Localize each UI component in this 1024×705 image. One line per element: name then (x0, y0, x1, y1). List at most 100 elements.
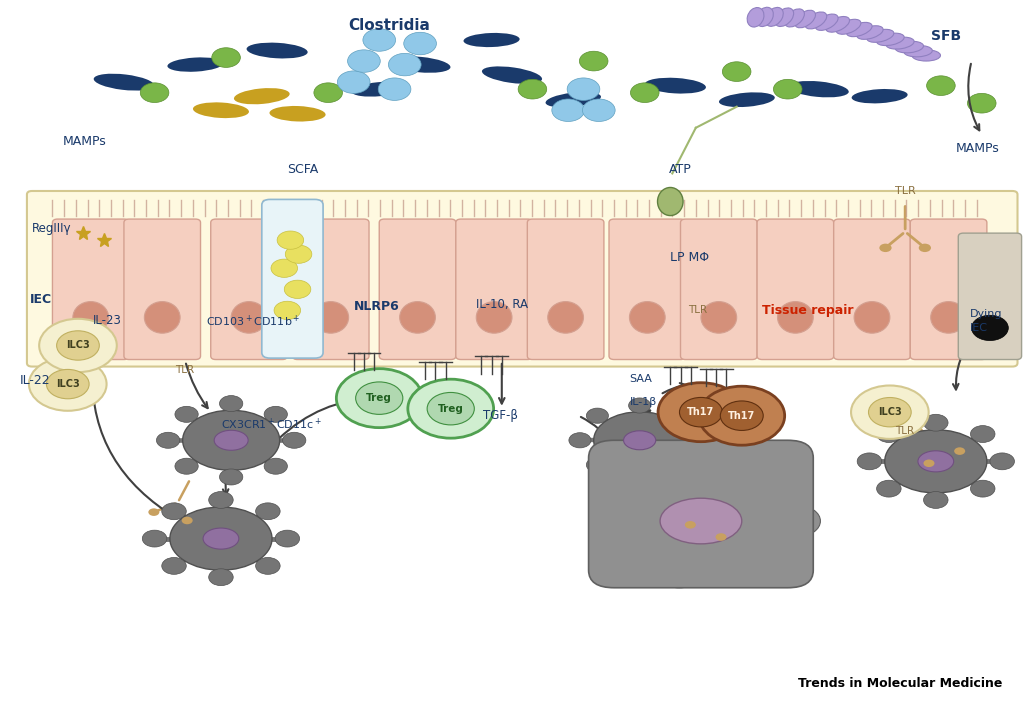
Circle shape (256, 503, 281, 520)
Circle shape (142, 530, 167, 547)
Circle shape (880, 244, 892, 252)
Ellipse shape (837, 19, 861, 35)
Circle shape (219, 396, 243, 412)
Text: Dying: Dying (970, 309, 1002, 319)
Circle shape (264, 458, 288, 474)
Ellipse shape (170, 507, 272, 570)
Ellipse shape (847, 23, 872, 37)
Ellipse shape (719, 92, 775, 107)
Text: TLR: TLR (688, 305, 707, 315)
Circle shape (924, 460, 935, 467)
Ellipse shape (825, 16, 850, 32)
Text: CD103$^+$CD11b$^+$: CD103$^+$CD11b$^+$ (206, 313, 300, 329)
Circle shape (256, 558, 281, 575)
Ellipse shape (464, 33, 519, 47)
Text: Treg: Treg (367, 393, 392, 403)
FancyBboxPatch shape (589, 441, 813, 588)
Circle shape (968, 93, 996, 113)
Circle shape (971, 480, 995, 497)
Circle shape (212, 48, 241, 68)
FancyBboxPatch shape (757, 219, 834, 360)
FancyBboxPatch shape (379, 219, 456, 360)
Circle shape (278, 231, 304, 250)
Circle shape (656, 557, 701, 588)
Ellipse shape (885, 430, 987, 493)
FancyBboxPatch shape (834, 219, 910, 360)
Circle shape (148, 508, 160, 516)
Circle shape (680, 398, 722, 427)
Text: IL-22: IL-22 (19, 374, 50, 387)
Circle shape (631, 83, 659, 102)
Circle shape (775, 505, 820, 537)
Circle shape (924, 415, 948, 431)
Ellipse shape (594, 412, 686, 469)
Ellipse shape (313, 302, 348, 333)
Ellipse shape (247, 42, 307, 59)
Circle shape (671, 458, 693, 472)
FancyBboxPatch shape (293, 219, 369, 360)
FancyBboxPatch shape (262, 200, 324, 358)
Circle shape (264, 406, 288, 422)
Circle shape (408, 379, 494, 439)
Circle shape (739, 465, 784, 496)
Circle shape (209, 491, 233, 508)
Ellipse shape (73, 302, 109, 333)
Text: ATP: ATP (669, 164, 692, 176)
Circle shape (39, 319, 117, 372)
Circle shape (175, 406, 199, 422)
Circle shape (286, 245, 312, 264)
Text: Treg: Treg (438, 404, 464, 414)
Circle shape (919, 244, 931, 252)
Circle shape (175, 458, 199, 474)
Circle shape (378, 78, 411, 100)
FancyBboxPatch shape (910, 219, 987, 360)
Circle shape (29, 357, 106, 411)
Text: IEC: IEC (30, 293, 52, 307)
Ellipse shape (657, 188, 683, 216)
Ellipse shape (144, 302, 180, 333)
Circle shape (219, 469, 243, 485)
Circle shape (773, 80, 802, 99)
Circle shape (388, 54, 421, 76)
Ellipse shape (857, 26, 883, 39)
Ellipse shape (399, 302, 435, 333)
Ellipse shape (214, 430, 248, 450)
FancyBboxPatch shape (681, 219, 757, 360)
Text: ILC3: ILC3 (878, 407, 902, 417)
Text: TLR: TLR (175, 365, 195, 375)
Ellipse shape (476, 302, 512, 333)
Circle shape (877, 426, 901, 443)
Circle shape (927, 76, 955, 95)
Circle shape (851, 386, 929, 439)
Text: ILC3: ILC3 (56, 379, 80, 389)
Ellipse shape (805, 12, 826, 29)
Text: ILC3: ILC3 (67, 341, 90, 350)
Ellipse shape (775, 8, 794, 27)
Text: TLR: TLR (895, 426, 914, 436)
Ellipse shape (877, 33, 904, 46)
Text: IL-1β: IL-1β (630, 397, 656, 407)
Circle shape (403, 32, 436, 55)
Ellipse shape (795, 11, 815, 27)
Ellipse shape (182, 410, 280, 470)
Text: LP MΦ: LP MΦ (671, 251, 710, 264)
Circle shape (162, 503, 186, 520)
Ellipse shape (867, 30, 894, 42)
Circle shape (591, 483, 636, 514)
Circle shape (868, 398, 911, 427)
Circle shape (314, 83, 342, 102)
Ellipse shape (269, 106, 326, 121)
Circle shape (877, 480, 901, 497)
FancyBboxPatch shape (27, 191, 1018, 367)
Ellipse shape (756, 7, 773, 27)
Ellipse shape (233, 88, 290, 104)
Ellipse shape (815, 14, 838, 30)
Text: CX3CR1$^+$CD11c$^+$: CX3CR1$^+$CD11c$^+$ (221, 417, 322, 432)
Circle shape (591, 529, 636, 559)
Circle shape (567, 78, 600, 100)
Circle shape (857, 453, 882, 470)
Circle shape (990, 453, 1015, 470)
Circle shape (688, 433, 711, 448)
Text: NLRP6: NLRP6 (353, 300, 399, 313)
Circle shape (347, 50, 380, 73)
